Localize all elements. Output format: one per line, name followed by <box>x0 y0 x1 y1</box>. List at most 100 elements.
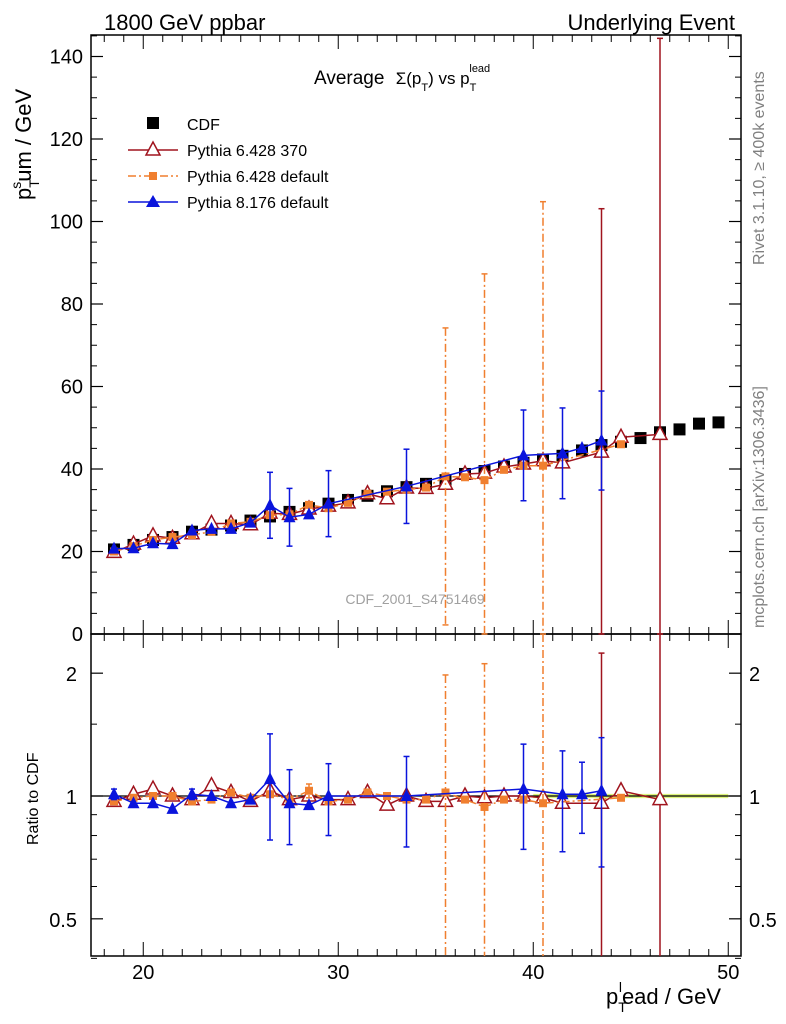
series-1-point <box>378 489 396 505</box>
ratio-series-2-point <box>400 789 413 801</box>
ratio-series-1-point <box>539 799 547 808</box>
series-3-point <box>264 498 276 511</box>
y-axis-label-sub: T <box>26 179 42 188</box>
x-axis-label: pTlead / GeV <box>606 979 721 1015</box>
x-axis: 20 30 40 50 <box>103 35 739 984</box>
ratio-series-1-point <box>617 793 625 802</box>
legend-label-pythia8: Pythia 8.176 default <box>187 195 329 212</box>
legend-marker-cdf <box>147 117 159 129</box>
series-2-point <box>383 487 391 496</box>
ratio-series-1-point <box>149 792 157 800</box>
y-axis-label: pTsum / GeV <box>8 89 42 200</box>
series-0-point <box>673 423 686 436</box>
legend-item-pythia6-370: Pythia 6.428 370 <box>128 140 307 160</box>
legend-item-pythia8: Pythia 8.176 default <box>128 195 329 212</box>
ratio-series-2-point <box>556 787 569 800</box>
series-3-point <box>147 536 159 549</box>
y-tick-label: 140 <box>50 47 83 69</box>
y-tick-label: 120 <box>50 129 83 151</box>
series-3-point <box>283 510 296 523</box>
series-0-point <box>693 417 705 430</box>
ratio-series-2-point <box>225 796 237 809</box>
series-3-point <box>225 521 237 534</box>
series-3-point <box>322 496 335 509</box>
legend-item-cdf: CDF <box>147 117 220 134</box>
side-mcplots: mcplots.cern.ch [arXiv:1306.3436] <box>751 386 768 628</box>
series-2-point <box>422 483 430 492</box>
series-2-point <box>461 473 469 482</box>
x-tick-label: 30 <box>327 962 349 984</box>
ratio-series-2-point <box>127 796 140 809</box>
ratio-series-1-point <box>500 795 508 804</box>
ratio-series-1-point <box>363 788 372 797</box>
ratio-series-2-point <box>322 789 335 801</box>
series-3-point <box>517 448 530 461</box>
ratio-axes: 0.5 0.5 1 1 2 2 <box>49 664 777 959</box>
x-axis-label-rest: ead / GeV <box>622 984 721 1009</box>
y-axis-label-rest: um / GeV <box>11 89 36 182</box>
chart-title-sub1: T <box>421 82 428 94</box>
y-tick-label: 0 <box>72 624 83 646</box>
ratio-series-1-point <box>422 795 430 804</box>
x-axis-label-sub: T <box>618 999 627 1015</box>
series-2-point <box>305 500 313 509</box>
ratio-series-1-point <box>188 797 196 806</box>
legend: CDF Pythia 6.428 370 Pythia 6.428 defaul… <box>128 117 329 212</box>
chart-title-sup: lead <box>469 63 490 75</box>
ratio-y-tick-label-right: 2 <box>749 664 760 686</box>
series-3-point <box>303 507 315 520</box>
ratio-marks <box>91 634 741 956</box>
ratio-series-1-point <box>110 797 118 806</box>
x-axis-label-sup: l <box>619 979 622 995</box>
ratio-series-2-point <box>576 787 588 800</box>
series-2-point <box>168 533 177 542</box>
ratio-series-1-point <box>305 786 313 795</box>
series-3-point <box>186 523 198 536</box>
ratio-series-1-point <box>441 788 450 797</box>
series-3-point <box>556 446 569 459</box>
side-rivet: Rivet 3.1.10, ≥ 400k events <box>751 71 768 265</box>
series-3-point <box>127 541 140 554</box>
legend-marker-pythia6-370 <box>144 140 162 156</box>
series-3-point <box>595 433 608 446</box>
ratio-series-0-point <box>203 776 220 792</box>
series-3-point <box>576 440 588 453</box>
ratio-series-0-point <box>378 795 396 811</box>
chart-title-main: Average <box>314 68 384 89</box>
chart-title-mid: ) vs p <box>428 69 470 88</box>
series-0-point <box>634 432 647 445</box>
x-tick-label: 20 <box>132 962 154 984</box>
ratio-series-2-point <box>283 796 296 809</box>
y-axis-label-main: p <box>11 188 36 200</box>
y-tick-label: 60 <box>61 377 83 399</box>
ratio-series-2-point <box>244 792 257 805</box>
ratio-series-2-point <box>166 801 179 814</box>
y-tick-label: 20 <box>61 542 83 564</box>
series-2-point <box>617 440 625 449</box>
ratio-series-2-point <box>205 789 218 801</box>
ratio-series-1-point <box>480 802 489 811</box>
series-3-point <box>108 541 120 554</box>
watermark: CDF_2001_S4751469 <box>345 591 485 607</box>
legend-marker-pythia8 <box>146 195 160 207</box>
ratio-series-2-point <box>303 798 315 811</box>
x-tick-label: 50 <box>717 962 739 984</box>
legend-item-pythia6-default: Pythia 6.428 default <box>128 169 329 186</box>
ratio-y-tick-label: 0.5 <box>49 910 77 932</box>
ratio-series-2-point <box>264 772 276 785</box>
y-axis-label-sup: s <box>8 182 24 189</box>
series-2-point <box>500 465 508 474</box>
ratio-series-0-point <box>651 789 669 806</box>
series-2-point <box>344 498 352 507</box>
y-tick-label: 100 <box>50 212 83 234</box>
ratio-series-2-point <box>595 783 608 796</box>
series-3-point <box>205 521 218 534</box>
ratio-series-1-point <box>168 792 177 800</box>
series-3-point <box>400 479 413 492</box>
legend-label-pythia6-default: Pythia 6.428 default <box>187 169 329 186</box>
legend-marker-pythia6-default <box>149 172 157 180</box>
ratio-series-2-point <box>147 796 159 809</box>
series-2-point <box>480 476 489 485</box>
series-3-point <box>244 515 257 528</box>
ratio-y-tick-label-right: 1 <box>749 787 760 809</box>
